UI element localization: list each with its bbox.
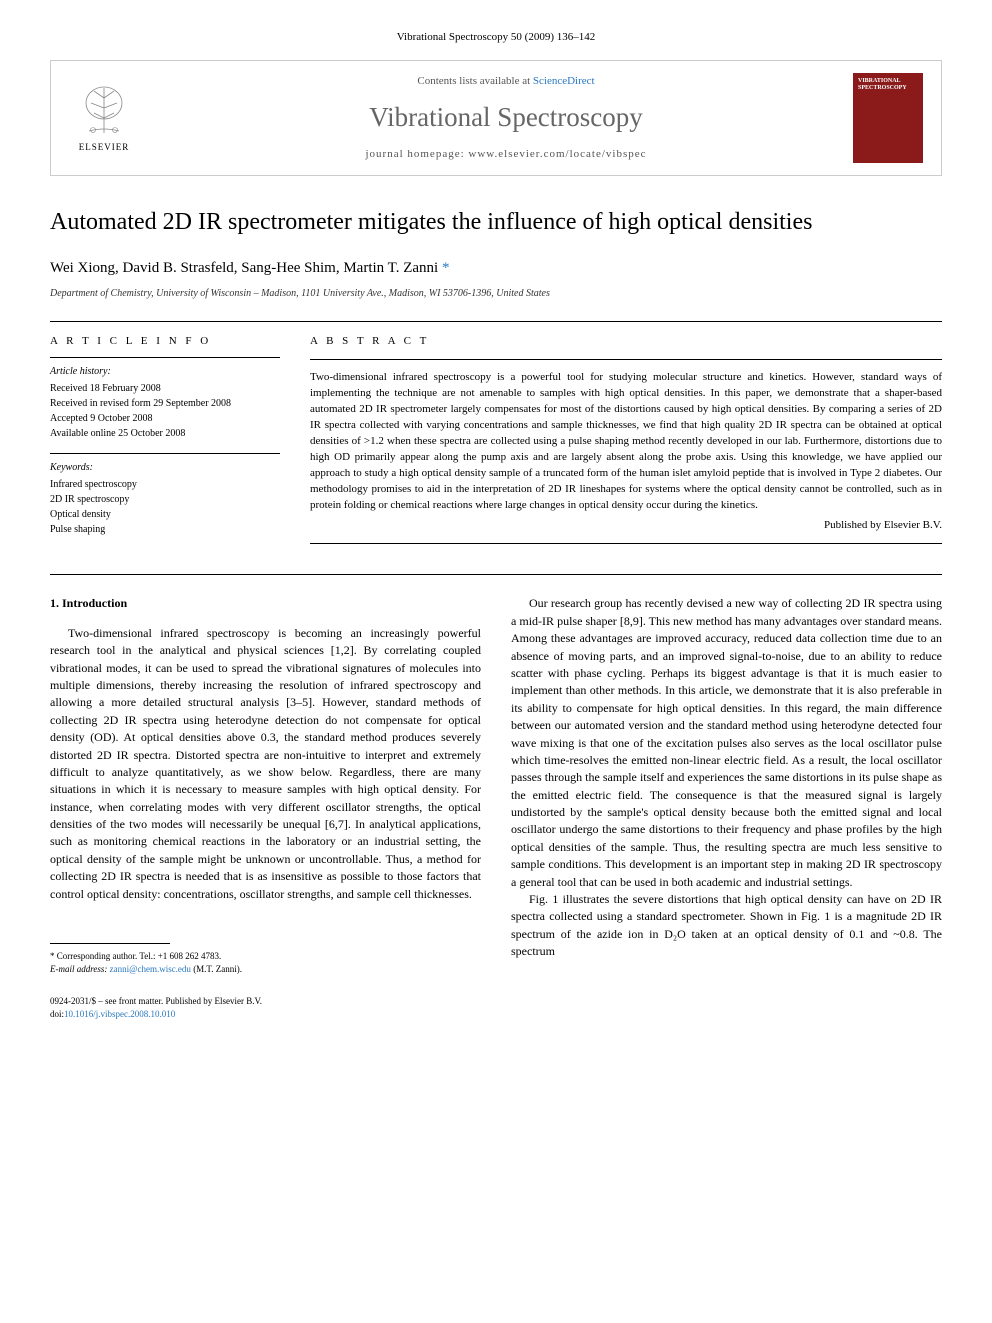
keyword-1: 2D IR spectroscopy [50,492,280,507]
keyword-0: Infrared spectroscopy [50,477,280,492]
authors-names: Wei Xiong, David B. Strasfeld, Sang-Hee … [50,260,438,276]
doi-prefix: doi: [50,1009,64,1019]
journal-title: Vibrational Spectroscopy [159,99,853,137]
journal-cover-thumbnail: VIBRATIONAL SPECTROSCOPY [853,73,923,163]
homepage-url: www.elsevier.com/locate/vibspec [468,148,646,160]
homepage-prefix: journal homepage: [365,148,468,160]
contents-available-line: Contents lists available at ScienceDirec… [159,74,853,89]
history-label: Article history: [50,364,280,379]
abstract-column: A B S T R A C T Two-dimensional infrared… [310,334,942,549]
contents-prefix: Contents lists available at [417,75,532,87]
keywords-block: Keywords: Infrared spectroscopy 2D IR sp… [50,460,280,537]
doi-link[interactable]: 10.1016/j.vibspec.2008.10.010 [64,1009,175,1019]
email-suffix: (M.T. Zanni). [191,964,242,974]
copyright-block: 0924-2031/$ – see front matter. Publishe… [50,995,481,1020]
journal-header-box: ELSEVIER Contents lists available at Sci… [50,60,942,176]
journal-center-block: Contents lists available at ScienceDirec… [159,74,853,163]
keywords-label: Keywords: [50,460,280,475]
body-columns: 1. Introduction Two-dimensional infrared… [50,595,942,1020]
article-history-block: Article history: Received 18 February 20… [50,364,280,441]
elsevier-tree-icon [79,83,129,138]
keyword-2: Optical density [50,507,280,522]
right-column: Our research group has recently devised … [511,595,942,1020]
email-line: E-mail address: zanni@chem.wisc.edu (M.T… [50,963,481,976]
history-line-1: Received in revised form 29 September 20… [50,396,280,411]
email-link[interactable]: zanni@chem.wisc.edu [110,964,191,974]
running-header: Vibrational Spectroscopy 50 (2009) 136–1… [50,30,942,45]
article-info-column: A R T I C L E I N F O Article history: R… [50,334,280,549]
info-abstract-row: A R T I C L E I N F O Article history: R… [50,334,942,549]
history-line-3: Available online 25 October 2008 [50,426,280,441]
corresponding-marker[interactable]: * [442,260,450,276]
history-line-0: Received 18 February 2008 [50,381,280,396]
journal-homepage-line: journal homepage: www.elsevier.com/locat… [159,147,853,162]
email-label: E-mail address: [50,964,110,974]
sciencedirect-link[interactable]: ScienceDirect [533,75,595,87]
corresponding-author-line: * Corresponding author. Tel.: +1 608 262… [50,950,481,963]
abstract-heading: A B S T R A C T [310,334,942,349]
article-info-heading: A R T I C L E I N F O [50,334,280,349]
col2-para-1: Our research group has recently devised … [511,595,942,891]
article-title: Automated 2D IR spectrometer mitigates t… [50,206,942,240]
left-column: 1. Introduction Two-dimensional infrared… [50,595,481,1020]
col2-para-2: Fig. 1 illustrates the severe distortion… [511,891,942,961]
footnote-separator [50,943,170,944]
doi-line: doi:10.1016/j.vibspec.2008.10.010 [50,1008,481,1021]
published-by-line: Published by Elsevier B.V. [310,518,942,533]
footnotes-block: * Corresponding author. Tel.: +1 608 262… [50,950,481,975]
cover-title: VIBRATIONAL SPECTROSCOPY [858,78,918,91]
divider-mid [50,574,942,575]
elsevier-name: ELSEVIER [79,141,130,154]
abstract-text: Two-dimensional infrared spectroscopy is… [310,370,942,513]
col1-para-1: Two-dimensional infrared spectroscopy is… [50,625,481,903]
affiliation: Department of Chemistry, University of W… [50,287,942,301]
section-1-heading: 1. Introduction [50,595,481,612]
history-line-2: Accepted 9 October 2008 [50,411,280,426]
elsevier-logo: ELSEVIER [69,78,139,158]
divider-top [50,321,942,322]
keyword-3: Pulse shaping [50,522,280,537]
copyright-line: 0924-2031/$ – see front matter. Publishe… [50,995,481,1008]
authors-line: Wei Xiong, David B. Strasfeld, Sang-Hee … [50,258,942,279]
